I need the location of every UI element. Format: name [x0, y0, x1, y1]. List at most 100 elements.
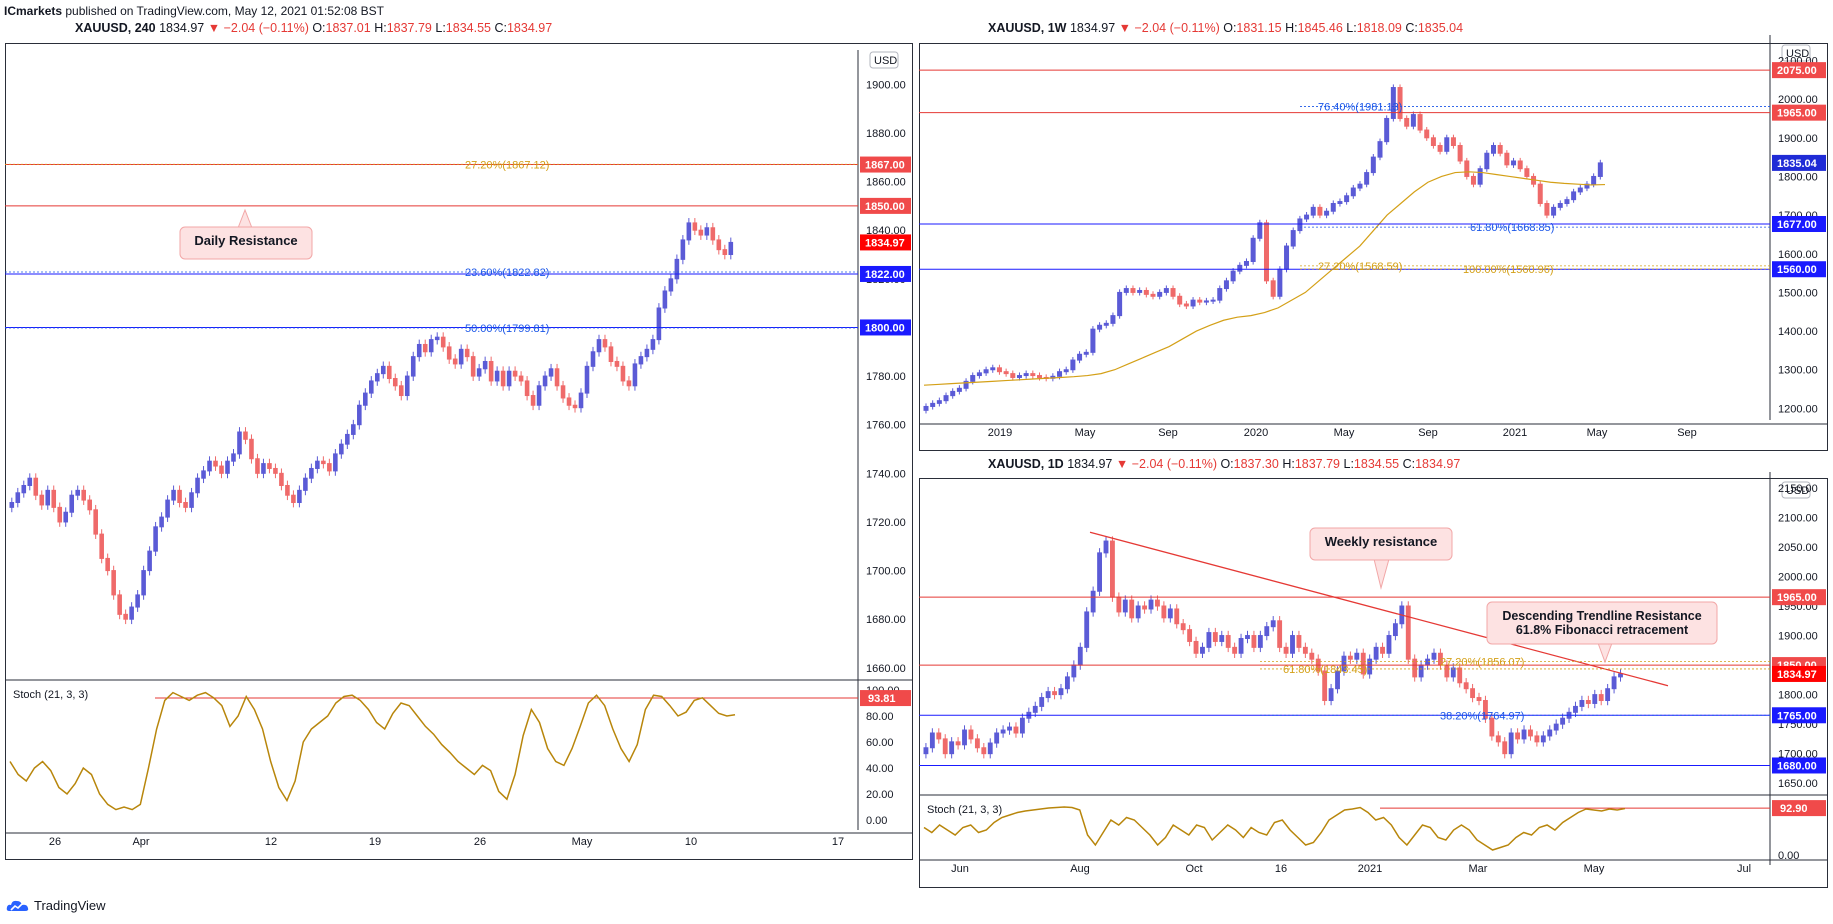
candles: [9, 218, 734, 625]
candle-body: [446, 346, 452, 360]
candle-body: [1431, 652, 1437, 660]
candle-body: [1330, 203, 1336, 212]
candle-body: [1528, 729, 1533, 737]
candle-body: [1304, 214, 1310, 220]
currency-badge: [1781, 44, 1811, 62]
level-tag: [860, 234, 911, 251]
candle-body: [494, 370, 500, 382]
candle-body: [273, 467, 278, 474]
currency-badge: [869, 51, 899, 69]
candle-body: [333, 453, 338, 472]
candle-body: [363, 392, 368, 406]
candle-body: [1045, 691, 1051, 699]
tradingview-logo[interactable]: TradingView: [6, 898, 106, 913]
candle-body: [632, 363, 638, 387]
daily-high: 1837.79: [1294, 457, 1341, 471]
candle-body: [141, 570, 146, 596]
fib-label: 61.80%(1668.85): [1470, 222, 1554, 234]
daily-resistance-callout-text: Daily Resistance: [194, 233, 297, 248]
candle-body: [1063, 369, 1069, 373]
candle-body: [698, 229, 704, 236]
candle-body: [1424, 129, 1430, 139]
stoch-value-tag: [860, 690, 911, 707]
trendline-fib-callout-text: Descending Trendline Resistance: [1502, 609, 1701, 623]
daily-close: 1834.97: [1415, 457, 1461, 471]
candle-body: [1230, 270, 1236, 282]
candle-body: [1037, 375, 1043, 378]
candle-body: [1540, 735, 1546, 743]
candle-body: [1110, 315, 1116, 324]
candle-body: [1611, 676, 1617, 690]
candle-body: [195, 477, 200, 494]
level-tag: [860, 197, 911, 214]
candle-body: [1277, 620, 1283, 648]
x-tick-label: 12: [265, 836, 277, 848]
candle-body: [297, 489, 302, 504]
currency-label: USD: [874, 55, 897, 67]
candle-body: [566, 397, 572, 406]
level-tag-label: 1835.04: [1777, 158, 1818, 170]
candle-body: [1335, 670, 1340, 690]
h4-open: 1837.01: [325, 21, 371, 35]
candle-body: [321, 460, 326, 465]
level-tag-label: 1800.00: [865, 322, 905, 334]
candle-body: [1484, 152, 1490, 170]
candle-body: [1058, 688, 1064, 696]
x-tick-label: 26: [49, 836, 61, 848]
candle-body: [1524, 168, 1530, 177]
candle-body: [147, 550, 152, 572]
stoch-line: [923, 806, 1626, 851]
y-tick-label: 1900.00: [1778, 631, 1818, 643]
candle-body: [1618, 673, 1623, 678]
candle-body: [1551, 206, 1557, 216]
weekly-close: 1835.04: [1417, 21, 1464, 35]
candle-body: [1502, 741, 1508, 755]
weekly-high: 1845.46: [1297, 21, 1343, 35]
candle-body: [1597, 162, 1603, 177]
candle-body: [1137, 289, 1143, 293]
level-tag: [1772, 215, 1826, 232]
candle-body: [1257, 222, 1263, 239]
candle-body: [1180, 623, 1186, 631]
candle-body: [1430, 137, 1436, 147]
candle-body: [488, 360, 494, 382]
y-tick-label: 2000.00: [1778, 94, 1818, 106]
level-tag-label: 1834.97: [865, 237, 905, 249]
candle-body: [1350, 187, 1356, 197]
candle-body: [974, 738, 980, 749]
candle-body: [1515, 732, 1521, 740]
candle-body: [674, 258, 680, 280]
candle-body: [45, 489, 51, 506]
y-tick-label: 1660.00: [866, 663, 906, 675]
candle-body: [668, 278, 674, 292]
candle-body: [1497, 145, 1503, 154]
candle-body: [213, 460, 218, 467]
candle-body: [470, 356, 476, 377]
candle-body: [1364, 172, 1370, 185]
candle-body: [369, 380, 374, 394]
candle-body: [1341, 655, 1347, 672]
level-tag: [1772, 707, 1826, 724]
h4-chart-panel[interactable]: [5, 43, 913, 860]
y-tick-label: 1600.00: [1778, 249, 1818, 261]
candle-body: [1592, 694, 1598, 704]
weekly-chart-panel[interactable]: [919, 43, 1828, 451]
candle-body: [955, 741, 961, 746]
candle-body: [39, 494, 45, 506]
candle-body: [1217, 288, 1223, 301]
publish-info: published on TradingView.com, May 12, 20…: [62, 4, 385, 18]
candle-body: [1117, 291, 1123, 317]
candle-body: [963, 380, 969, 389]
descending-trendline: [1089, 531, 1669, 687]
candle-body: [1122, 599, 1128, 613]
fib-label: 50.00%(1799.81): [465, 323, 549, 335]
y-tick-label: 2050.00: [1778, 542, 1818, 554]
candle-body: [626, 380, 632, 387]
daily-resistance-callout-box: [179, 226, 313, 260]
candle-body: [1167, 608, 1173, 619]
candle-body: [440, 336, 446, 348]
candle-body: [1344, 195, 1350, 203]
candle-body: [291, 494, 296, 504]
h4-price: 1834.97: [159, 21, 205, 35]
level-tag-label: 1834.97: [1777, 669, 1817, 681]
